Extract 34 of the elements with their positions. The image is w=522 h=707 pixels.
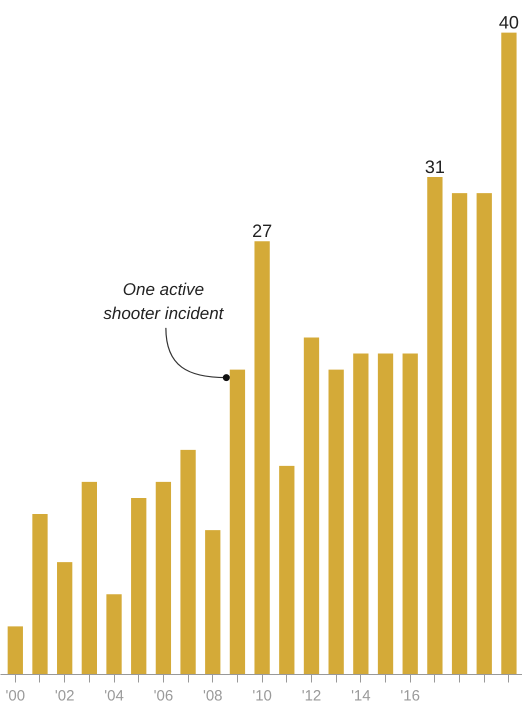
bar (402, 354, 418, 674)
x-tick-label: '08 (202, 688, 223, 704)
x-tick-label: '16 (400, 688, 420, 704)
bar (106, 594, 122, 674)
x-tick-label: '12 (302, 688, 322, 704)
x-tick-label: '14 (351, 688, 371, 704)
bar (230, 370, 246, 674)
bar (353, 354, 368, 674)
bar (476, 193, 492, 674)
x-tick-label: '10 (252, 688, 272, 704)
data-label: 31 (424, 157, 445, 178)
x-tick-label: '02 (54, 688, 74, 704)
bar (427, 177, 443, 674)
bar (82, 482, 97, 674)
bar (501, 32, 517, 674)
bar (378, 354, 394, 674)
bar (57, 562, 72, 674)
bar (452, 193, 468, 674)
data-label: 27 (252, 221, 272, 242)
bar (8, 626, 23, 674)
bar (205, 530, 220, 674)
bar (279, 466, 294, 674)
x-tick-label: '00 (6, 688, 26, 704)
bar (156, 482, 172, 674)
x-tick-label: '04 (104, 688, 124, 704)
bar (32, 514, 48, 674)
bar (328, 370, 344, 674)
bar (304, 338, 320, 674)
annotation: One active shooter incident (103, 280, 225, 323)
bar (131, 498, 146, 674)
data-label: 40 (498, 12, 519, 33)
bar (180, 450, 196, 674)
x-tick-label: '06 (154, 688, 174, 704)
bar (254, 241, 270, 674)
